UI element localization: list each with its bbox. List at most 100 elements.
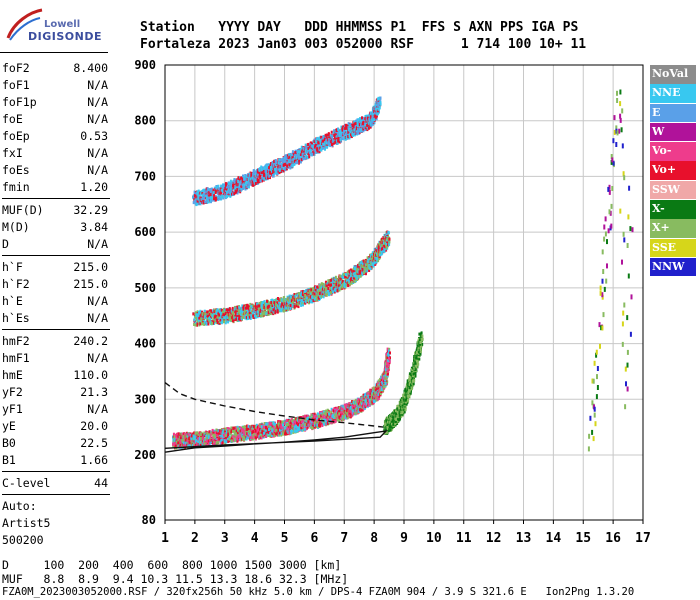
trace-point [211, 428, 214, 432]
trace-point [255, 433, 258, 437]
trace-point [397, 414, 400, 418]
trace-point [294, 429, 297, 433]
trace-point [214, 433, 217, 437]
trace-point [252, 433, 255, 437]
trace-point [361, 402, 363, 406]
trace-point [387, 358, 390, 362]
trace-point [317, 414, 320, 418]
trace-point [242, 426, 245, 429]
trace-point [304, 414, 306, 418]
trace-point [271, 433, 273, 437]
param-value: 3.84 [80, 220, 108, 234]
trace-point [347, 415, 350, 419]
trace-point [362, 396, 365, 400]
param-name: h`E [2, 294, 23, 308]
trace-point [313, 415, 316, 419]
trace-point [421, 342, 424, 346]
trace-point [207, 442, 210, 446]
trace-point [212, 309, 215, 313]
trace-point [388, 360, 391, 364]
trace-point [223, 318, 226, 322]
trace-point [294, 423, 297, 427]
trace-point [219, 317, 222, 321]
param-row: yF1 N/A [2, 401, 110, 418]
trace-point [201, 437, 204, 441]
y-tick-label: 400 [134, 337, 156, 351]
trace-point [419, 341, 422, 344]
param-row: hmF1 N/A [2, 350, 110, 367]
trace-point [228, 308, 231, 312]
trace-point [343, 409, 346, 413]
trace-point [384, 378, 387, 382]
trace-point [196, 431, 199, 435]
trace-point [386, 350, 389, 354]
trace-point [272, 425, 275, 429]
trace-point [413, 366, 416, 370]
trace-point [386, 380, 389, 384]
trace-point [246, 424, 248, 428]
trace-point [278, 431, 281, 435]
param-value: 32.29 [73, 203, 108, 217]
auto-scaling-line: Auto: [2, 499, 37, 513]
trace-point [365, 399, 368, 403]
trace-point [277, 427, 280, 431]
trace-point [343, 403, 346, 407]
param-row: M(D) 3.84 [2, 219, 110, 236]
trace-point [232, 311, 234, 315]
trace-point [215, 441, 218, 445]
trace-point [353, 405, 356, 409]
trace-point [371, 389, 374, 393]
trace-point [266, 427, 269, 431]
trace-point [232, 426, 235, 430]
param-row: fxI N/A [2, 145, 110, 162]
y-tick-label: 800 [134, 114, 156, 128]
trace-point [361, 398, 364, 402]
trace-point [222, 313, 225, 317]
trace-point [215, 437, 218, 441]
trace-point [265, 431, 268, 435]
param-row: hmF2 240.2 [2, 333, 110, 350]
trace-point [349, 409, 352, 413]
trace-point [260, 425, 263, 429]
param-value: 21.3 [80, 385, 108, 399]
trace-point [357, 400, 360, 404]
trace-point [325, 412, 328, 416]
trace-point [232, 319, 234, 323]
trace-point [377, 396, 380, 400]
trace-point [214, 442, 217, 445]
trace-point [320, 422, 323, 426]
trace-point [251, 431, 254, 435]
trace-point [382, 388, 385, 392]
trace-point [401, 411, 404, 414]
param-name: hmF2 [2, 334, 30, 348]
trace-point [213, 319, 216, 323]
trace-point [245, 428, 248, 431]
trace-point [217, 431, 220, 435]
param-row: D N/A [2, 236, 110, 253]
trace-point [267, 430, 270, 434]
trace-point [326, 421, 329, 425]
trace-point [197, 440, 200, 444]
param-value: N/A [87, 237, 108, 251]
trace-point [182, 434, 185, 438]
trace-point [186, 439, 189, 443]
param-row: h`E N/A [2, 293, 110, 310]
trace-point [192, 312, 195, 316]
trace-point [384, 375, 387, 379]
trace-point [291, 429, 293, 433]
trace-point [411, 368, 414, 372]
trace-point [239, 436, 242, 439]
trace-point [254, 429, 257, 433]
trace-point [325, 418, 328, 422]
x-tick-label: 13 [516, 531, 532, 546]
trace-point [402, 407, 405, 411]
trace-point [189, 441, 192, 445]
trace-point [329, 421, 332, 425]
trace-point [381, 373, 384, 377]
trace-point [404, 398, 407, 402]
trace-point [306, 423, 309, 426]
trace-point [235, 429, 238, 433]
trace-point [225, 440, 228, 444]
trace-point [417, 355, 420, 359]
trace-point [308, 423, 311, 427]
